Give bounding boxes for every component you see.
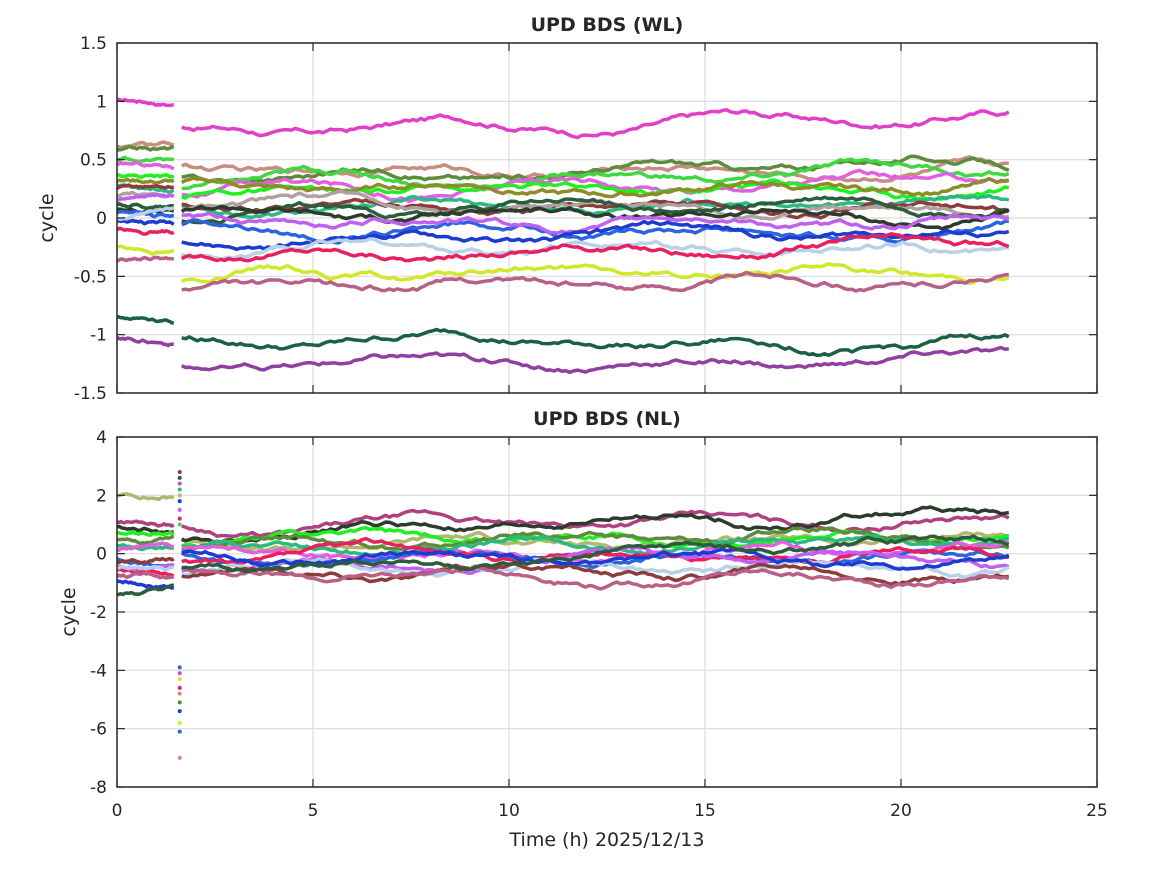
nl-series-pre-6 <box>117 541 175 553</box>
wl-series-pre-13 <box>117 192 175 202</box>
wl-series-15 <box>181 237 1009 262</box>
wl-series-11 <box>180 204 1010 231</box>
nl-series-pre-10 <box>117 564 175 572</box>
wl-y-tick-label: -1.5 <box>74 384 107 404</box>
wl-series-pre-3 <box>117 155 175 165</box>
nl-series-pre-11 <box>117 556 175 565</box>
nl-jump-point <box>177 700 182 705</box>
nl-y-tick-label: -6 <box>90 720 107 740</box>
wl-series-20 <box>180 345 1009 375</box>
nl-y-tick-label: -4 <box>90 661 107 681</box>
wl-series-0 <box>181 108 1010 140</box>
nl-panel: 0 5 10 15 20 25 -8 -6 -4 -2 0 2 4 UPD BDS (NL) cycle <box>58 408 1108 821</box>
nl-y-axis-label: cycle <box>58 587 80 636</box>
nl-series-pre-0 <box>117 492 175 502</box>
nl-series-13 <box>181 547 1010 571</box>
nl-x-tick-label: 25 <box>1086 801 1108 821</box>
wl-series-pre-14 <box>117 218 175 226</box>
nl-x-tick-label: 20 <box>890 801 912 821</box>
wl-series-3 <box>181 157 1010 191</box>
nl-y-tick-label: 2 <box>96 486 107 506</box>
wl-series-18 <box>181 270 1009 293</box>
nl-series-pre-3 <box>117 530 175 538</box>
nl-y-tick-label: 0 <box>96 545 107 565</box>
wl-series-pre-15 <box>117 205 175 222</box>
wl-series-pre-10 <box>117 202 174 211</box>
nl-y-tick-label: -2 <box>90 603 107 623</box>
nl-x-tick-label: 0 <box>112 801 123 821</box>
nl-jump-point <box>177 516 182 521</box>
wl-series-pre-20 <box>117 335 175 348</box>
nl-ticks: 0 5 10 15 20 25 -8 -6 -4 -2 0 2 4 <box>90 428 1108 821</box>
nl-jump-point <box>177 755 182 760</box>
nl-jump-point <box>177 487 182 492</box>
nl-jump-point <box>177 470 182 474</box>
wl-series-pre-16 <box>117 226 175 236</box>
nl-jump-point <box>177 729 182 734</box>
nl-jump-point <box>177 685 182 690</box>
nl-jump-point <box>177 709 182 714</box>
nl-series-4 <box>181 526 1010 552</box>
nl-y-tick-label: -8 <box>90 778 107 798</box>
wl-y-tick-label: 1 <box>96 92 107 112</box>
nl-jump-point <box>177 481 182 486</box>
wl-panel: -1.5 -1 -0.5 0 0.5 1 1.5 UPD BDS (WL) cycle <box>36 14 1098 404</box>
wl-series-16 <box>180 232 1010 263</box>
nl-series-group <box>117 470 1010 760</box>
wl-series-4 <box>181 168 1009 204</box>
nl-jump-point <box>177 493 182 498</box>
nl-jump-point <box>177 671 182 676</box>
wl-y-axis-label: cycle <box>36 193 58 242</box>
wl-series-6 <box>180 176 1010 199</box>
x-axis-label: Time (h) 2025/12/13 <box>509 829 705 851</box>
wl-ticks: -1.5 -1 -0.5 0 0.5 1 1.5 <box>74 34 1098 404</box>
wl-series-13 <box>181 211 1010 235</box>
wl-y-tick-label: -0.5 <box>74 267 107 287</box>
wl-series-17 <box>181 262 1010 285</box>
nl-x-tick-label: 10 <box>498 801 520 821</box>
wl-series-group <box>117 97 1010 375</box>
nl-x-tick-label: 5 <box>308 801 319 821</box>
wl-chart-title: UPD BDS (WL) <box>531 14 684 36</box>
wl-series-pre-17 <box>117 244 175 256</box>
wl-series-pre-18 <box>117 255 174 263</box>
wl-series-10 <box>181 195 1009 225</box>
wl-series-pre-4 <box>117 160 175 171</box>
nl-series-14 <box>181 534 1010 574</box>
nl-series-pre-4 <box>117 534 175 546</box>
nl-series-pre-14 <box>117 583 174 597</box>
nl-series-pre-12 <box>117 571 175 580</box>
wl-y-tick-label: 0 <box>96 209 107 229</box>
wl-y-tick-label: 1.5 <box>80 34 107 54</box>
nl-jump-point <box>177 522 182 527</box>
nl-jump-point <box>177 499 182 504</box>
wl-series-pre-19 <box>117 315 174 325</box>
wl-y-tick-label: -1 <box>90 326 107 346</box>
nl-series-1 <box>181 508 1010 539</box>
nl-series-pre-1 <box>117 519 175 528</box>
nl-jump-point <box>177 691 182 696</box>
nl-jump-point <box>177 677 182 682</box>
nl-series-11 <box>181 562 1010 587</box>
wl-series-pre-6 <box>117 177 175 185</box>
wl-series-pre-8 <box>117 183 175 190</box>
wl-series-pre-5 <box>117 172 175 179</box>
wl-y-tick-label: 0.5 <box>80 151 107 171</box>
nl-series-pre-13 <box>117 579 175 590</box>
nl-x-tick-label: 15 <box>694 801 716 821</box>
nl-jump-point <box>177 720 182 725</box>
nl-jump-point <box>177 475 182 480</box>
nl-series-5 <box>181 534 1010 557</box>
nl-series-pre-5 <box>117 543 174 552</box>
wl-series-19 <box>181 327 1010 358</box>
nl-chart-title: UPD BDS (NL) <box>533 408 681 430</box>
nl-series-12 <box>181 564 1010 591</box>
nl-y-tick-label: 4 <box>96 428 107 448</box>
nl-jump-point <box>177 507 182 512</box>
wl-series-pre-2 <box>117 144 175 153</box>
nl-jump-point <box>177 665 182 670</box>
wl-series-pre-0 <box>117 97 174 108</box>
